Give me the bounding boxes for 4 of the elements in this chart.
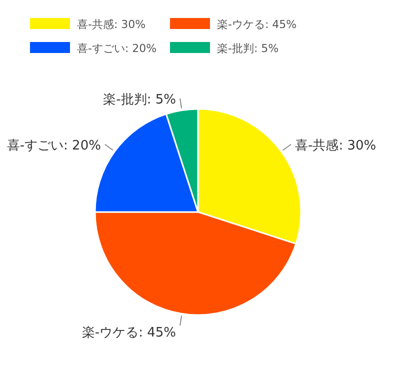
legend-label: 喜-共感: 30% (77, 18, 146, 31)
legend-label: 楽-批判: 5% (217, 42, 279, 55)
legend-label: 喜-すごい: 20% (77, 42, 157, 55)
legend-label: 楽-ウケる: 45% (217, 18, 297, 31)
